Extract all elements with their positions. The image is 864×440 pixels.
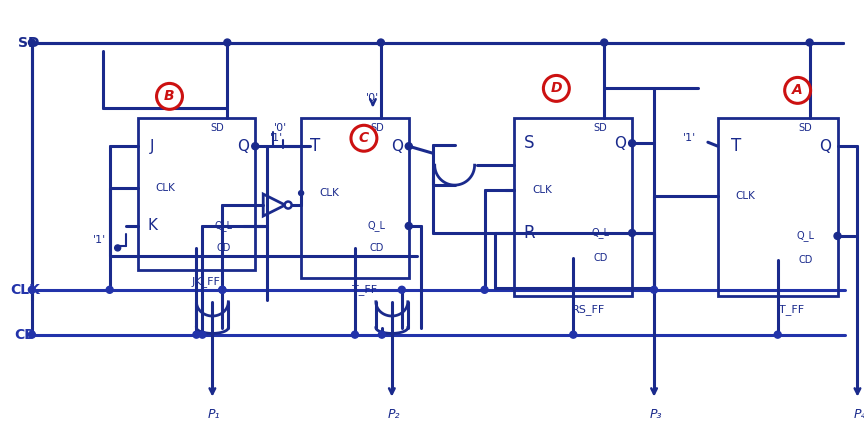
Text: CLK: CLK <box>319 188 339 198</box>
Circle shape <box>29 39 35 46</box>
Circle shape <box>351 125 377 151</box>
Text: CLK: CLK <box>532 185 552 195</box>
Circle shape <box>29 331 35 338</box>
Text: RS_FF: RS_FF <box>572 304 605 315</box>
Bar <box>302 118 409 278</box>
Bar <box>718 118 837 296</box>
Circle shape <box>834 232 841 239</box>
Text: '1': '1' <box>270 133 283 143</box>
Circle shape <box>785 77 810 103</box>
Text: D: D <box>550 81 562 95</box>
Circle shape <box>193 331 200 338</box>
Text: K: K <box>148 219 157 234</box>
Text: CD: CD <box>593 253 607 263</box>
Text: SD: SD <box>594 123 607 133</box>
Circle shape <box>600 39 607 46</box>
Text: P₄: P₄ <box>854 408 864 421</box>
Bar <box>137 118 255 270</box>
Text: SD: SD <box>798 123 812 133</box>
Circle shape <box>352 331 359 338</box>
Text: '0': '0' <box>366 93 379 103</box>
Circle shape <box>224 39 231 46</box>
Text: B: B <box>164 89 175 103</box>
Text: CD: CD <box>798 255 813 265</box>
Text: CD: CD <box>370 243 384 253</box>
Text: T_FF: T_FF <box>779 304 804 315</box>
Text: Q: Q <box>820 139 831 154</box>
Text: S: S <box>524 134 535 152</box>
Text: P₁: P₁ <box>208 408 220 421</box>
Text: T: T <box>310 137 321 155</box>
Circle shape <box>570 331 577 338</box>
Text: Q_L: Q_L <box>591 227 609 238</box>
Circle shape <box>629 140 636 147</box>
Text: SD: SD <box>370 123 384 133</box>
Text: '0': '0' <box>274 123 287 133</box>
Circle shape <box>378 39 384 46</box>
Text: '1': '1' <box>93 235 106 245</box>
Text: J: J <box>150 139 155 154</box>
Text: C: C <box>359 131 369 145</box>
Circle shape <box>405 143 412 150</box>
Circle shape <box>199 331 206 338</box>
Circle shape <box>806 39 813 46</box>
Text: CD: CD <box>14 328 35 342</box>
Circle shape <box>651 286 658 293</box>
Text: CLK: CLK <box>736 191 756 201</box>
Text: CLK: CLK <box>10 283 40 297</box>
Text: SD: SD <box>211 123 225 133</box>
Text: CLK: CLK <box>156 183 175 193</box>
Circle shape <box>629 230 636 236</box>
Text: Q_L: Q_L <box>797 231 815 242</box>
Circle shape <box>29 286 35 293</box>
Circle shape <box>106 286 113 293</box>
Circle shape <box>115 245 121 251</box>
Circle shape <box>156 84 182 109</box>
Circle shape <box>251 143 258 150</box>
Circle shape <box>299 191 303 195</box>
Bar <box>514 118 632 296</box>
Text: A: A <box>792 84 803 97</box>
Circle shape <box>405 223 412 230</box>
Text: Q_L: Q_L <box>214 220 232 231</box>
Circle shape <box>481 286 488 293</box>
Text: SD: SD <box>18 36 40 50</box>
Text: Q: Q <box>614 136 626 151</box>
Text: R: R <box>524 224 535 242</box>
Text: Q_L: Q_L <box>368 220 386 231</box>
Text: '1': '1' <box>683 133 696 143</box>
Text: Q: Q <box>391 139 403 154</box>
Text: P₂: P₂ <box>388 408 400 421</box>
Circle shape <box>219 286 226 293</box>
Text: Q: Q <box>238 139 250 154</box>
Text: P₃: P₃ <box>650 408 663 421</box>
Text: T_FF: T_FF <box>353 284 378 295</box>
Text: T: T <box>731 137 741 155</box>
Text: JK_FF: JK_FF <box>192 276 221 287</box>
Circle shape <box>774 331 781 338</box>
Circle shape <box>543 75 569 101</box>
Text: CD: CD <box>216 243 231 253</box>
Circle shape <box>219 286 226 293</box>
Circle shape <box>398 286 405 293</box>
Circle shape <box>284 202 292 209</box>
Circle shape <box>378 331 385 338</box>
